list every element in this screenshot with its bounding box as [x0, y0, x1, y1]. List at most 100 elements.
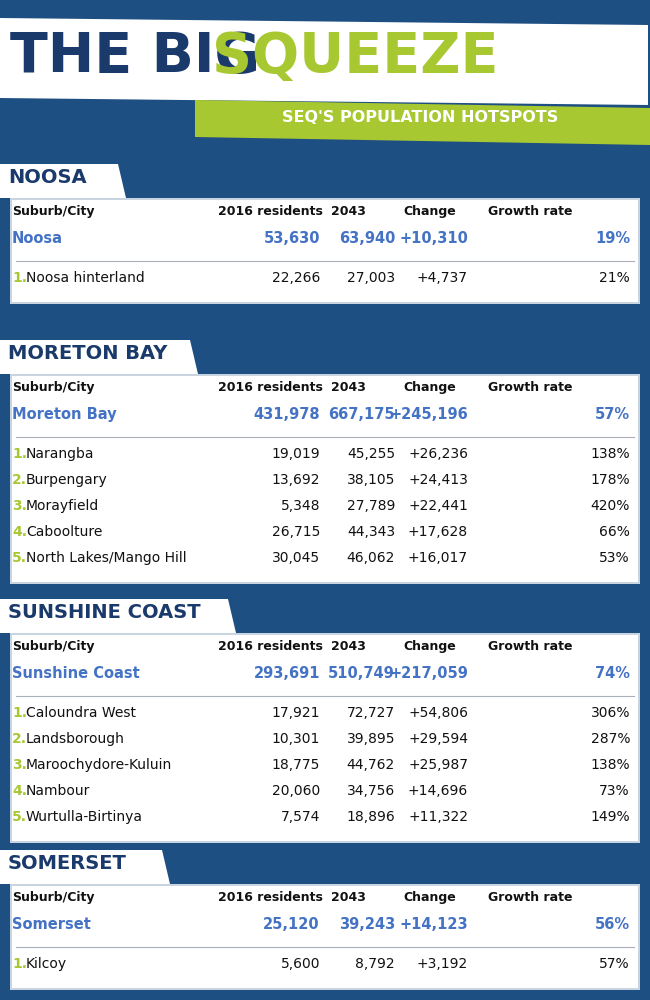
Text: Noosa hinterland: Noosa hinterland: [26, 271, 145, 285]
Text: +3,192: +3,192: [417, 957, 468, 971]
Text: 57%: 57%: [599, 957, 630, 971]
Text: 2016 residents: 2016 residents: [218, 891, 323, 904]
Text: THE BIG: THE BIG: [10, 30, 280, 84]
Text: MORETON BAY: MORETON BAY: [8, 344, 168, 363]
Text: 138%: 138%: [590, 447, 630, 461]
Bar: [0, 162, 650, 198]
Text: Suburb/City: Suburb/City: [12, 891, 94, 904]
Text: Caboolture: Caboolture: [26, 525, 103, 539]
Text: Change: Change: [403, 205, 456, 218]
Polygon shape: [0, 18, 648, 105]
Bar: [0, 848, 650, 884]
Text: SOMERSET: SOMERSET: [8, 854, 127, 873]
Text: 20,060: 20,060: [272, 784, 320, 798]
Text: +11,322: +11,322: [408, 810, 468, 824]
Text: 53%: 53%: [599, 551, 630, 565]
Text: 3.: 3.: [12, 499, 27, 513]
Text: Landsborough: Landsborough: [26, 732, 125, 746]
Text: NOOSA: NOOSA: [8, 168, 86, 187]
Text: 1.: 1.: [12, 957, 27, 971]
Text: +26,236: +26,236: [408, 447, 468, 461]
Text: 39,243: 39,243: [339, 917, 395, 932]
Text: 2.: 2.: [12, 473, 27, 487]
Bar: [0, 597, 650, 633]
Text: +10,310: +10,310: [399, 231, 468, 246]
Text: 4.: 4.: [12, 784, 27, 798]
Bar: [12, 886, 638, 988]
Text: 7,574: 7,574: [281, 810, 320, 824]
Text: 2016 residents: 2016 residents: [218, 640, 323, 653]
Text: 19%: 19%: [595, 231, 630, 246]
Polygon shape: [0, 164, 126, 198]
Text: 72,727: 72,727: [347, 706, 395, 720]
Text: 19,019: 19,019: [272, 447, 320, 461]
Text: 431,978: 431,978: [254, 407, 320, 422]
Bar: [12, 376, 638, 582]
Text: Sunshine Coast: Sunshine Coast: [12, 666, 140, 681]
Text: 8,792: 8,792: [356, 957, 395, 971]
Text: 53,630: 53,630: [263, 231, 320, 246]
Text: +14,123: +14,123: [399, 917, 468, 932]
Text: 3.: 3.: [12, 758, 27, 772]
Text: 5.: 5.: [12, 551, 27, 565]
Text: 34,756: 34,756: [346, 784, 395, 798]
Text: Narangba: Narangba: [26, 447, 94, 461]
Text: 2043: 2043: [331, 381, 366, 394]
Text: 10,301: 10,301: [272, 732, 320, 746]
Text: SQUEEZE: SQUEEZE: [212, 30, 499, 84]
Text: SUNSHINE COAST: SUNSHINE COAST: [8, 603, 201, 622]
Text: Caloundra West: Caloundra West: [26, 706, 136, 720]
Text: 5,600: 5,600: [281, 957, 320, 971]
Text: 63,940: 63,940: [339, 231, 395, 246]
Text: 38,105: 38,105: [346, 473, 395, 487]
Polygon shape: [0, 340, 198, 374]
Text: Morayfield: Morayfield: [26, 499, 99, 513]
Bar: [12, 200, 638, 302]
Text: 306%: 306%: [590, 706, 630, 720]
Text: +17,628: +17,628: [408, 525, 468, 539]
Text: Wurtulla-Birtinya: Wurtulla-Birtinya: [26, 810, 143, 824]
Text: +25,987: +25,987: [408, 758, 468, 772]
Text: Change: Change: [403, 891, 456, 904]
Text: +22,441: +22,441: [408, 499, 468, 513]
Text: +14,696: +14,696: [408, 784, 468, 798]
Text: 2016 residents: 2016 residents: [218, 205, 323, 218]
Text: 293,691: 293,691: [254, 666, 320, 681]
Text: Suburb/City: Suburb/City: [12, 640, 94, 653]
Text: Somerset: Somerset: [12, 917, 91, 932]
Text: 22,266: 22,266: [272, 271, 320, 285]
Text: 2043: 2043: [331, 205, 366, 218]
Bar: [10, 198, 640, 304]
Text: +24,413: +24,413: [408, 473, 468, 487]
Text: Kilcoy: Kilcoy: [26, 957, 67, 971]
Text: 2.: 2.: [12, 732, 27, 746]
Text: +245,196: +245,196: [389, 407, 468, 422]
Text: 39,895: 39,895: [346, 732, 395, 746]
Text: Moreton Bay: Moreton Bay: [12, 407, 116, 422]
Text: 4.: 4.: [12, 525, 27, 539]
Text: 1.: 1.: [12, 271, 27, 285]
Text: 510,749: 510,749: [328, 666, 395, 681]
Text: 5.: 5.: [12, 810, 27, 824]
Text: 1.: 1.: [12, 447, 27, 461]
Text: 45,255: 45,255: [347, 447, 395, 461]
Polygon shape: [195, 100, 650, 145]
Bar: [10, 884, 640, 990]
Text: 420%: 420%: [591, 499, 630, 513]
Text: 21%: 21%: [599, 271, 630, 285]
Bar: [10, 633, 640, 843]
Text: 2043: 2043: [331, 640, 366, 653]
Text: 13,692: 13,692: [272, 473, 320, 487]
Text: Change: Change: [403, 640, 456, 653]
Text: 27,003: 27,003: [347, 271, 395, 285]
Text: 73%: 73%: [599, 784, 630, 798]
Text: 287%: 287%: [590, 732, 630, 746]
Text: 149%: 149%: [590, 810, 630, 824]
Text: 17,921: 17,921: [272, 706, 320, 720]
Text: 18,896: 18,896: [346, 810, 395, 824]
Text: 2043: 2043: [331, 891, 366, 904]
Text: Growth rate: Growth rate: [488, 891, 573, 904]
Text: 46,062: 46,062: [346, 551, 395, 565]
Text: 1.: 1.: [12, 706, 27, 720]
Text: Suburb/City: Suburb/City: [12, 205, 94, 218]
